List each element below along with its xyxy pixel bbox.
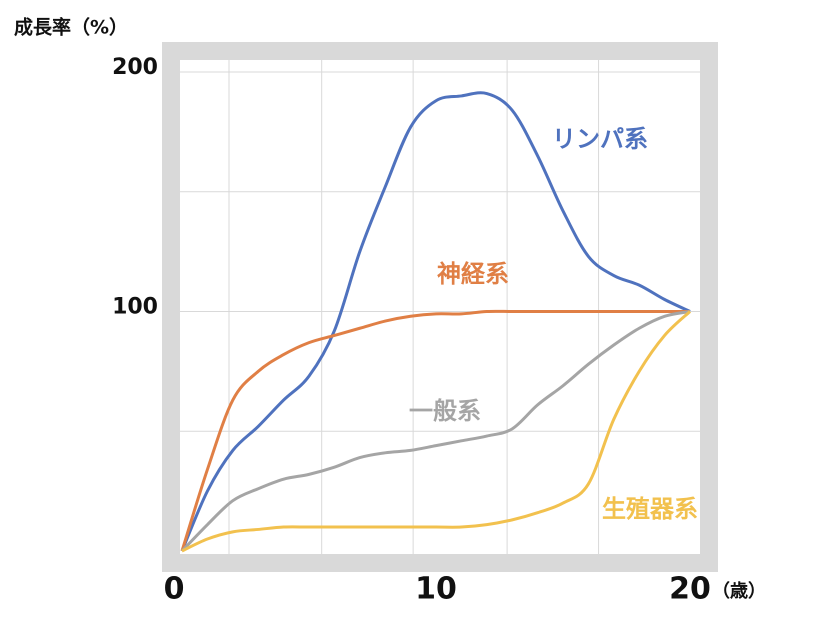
y-tick-label: 200 [112, 55, 158, 80]
series-label: リンパ系 [552, 125, 648, 153]
series-label: 神経系 [437, 260, 509, 288]
series-line [180, 91, 691, 552]
series-label: 生殖器系 [602, 495, 698, 523]
x-tick-label: 20 [669, 572, 711, 607]
series-line [180, 309, 690, 552]
plot-area [180, 60, 700, 554]
x-unit: （歳） [712, 581, 766, 602]
series-line [180, 310, 691, 553]
x-tick-label: 10 [415, 572, 457, 607]
y-axis-title: 成長率（%） [14, 16, 128, 39]
series-line [181, 310, 692, 553]
x-tick-label: 0 [164, 572, 185, 607]
y-tick-label: 100 [112, 294, 158, 319]
series-label: 一般系 [409, 397, 481, 425]
